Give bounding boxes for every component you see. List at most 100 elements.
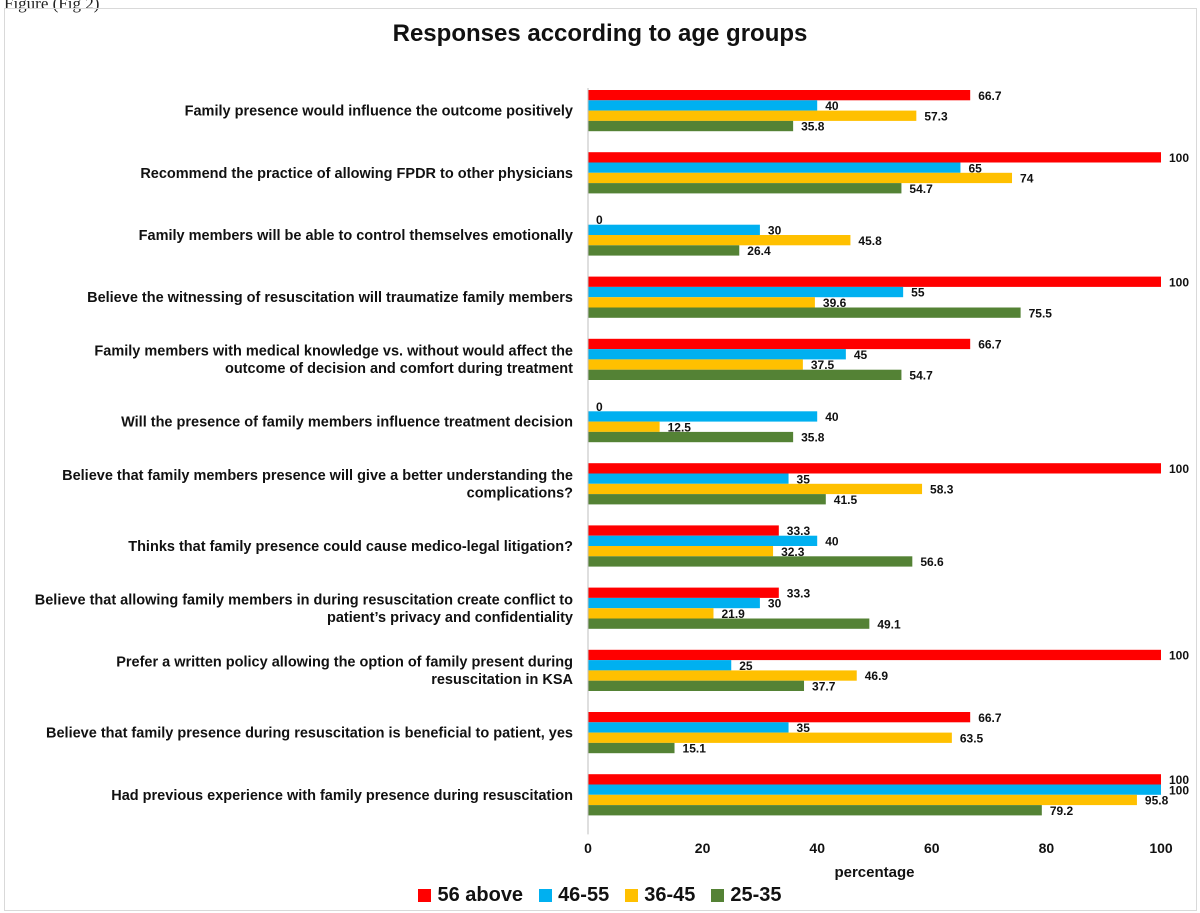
data-label: 100 xyxy=(1169,151,1189,165)
category-label: Believe the witnessing of resuscitation … xyxy=(87,290,573,306)
data-label: 66.7 xyxy=(978,338,1002,352)
category-label: Believe that family presence during resu… xyxy=(46,726,573,742)
bar-36-45 xyxy=(588,235,851,246)
legend-swatch xyxy=(418,889,432,902)
data-label: 66.7 xyxy=(978,89,1002,103)
bar-46-55 xyxy=(588,784,1161,795)
bar-56-above xyxy=(588,774,1161,785)
bar-56-above xyxy=(588,712,971,723)
bar-36-45 xyxy=(588,794,1137,806)
bar-36-45 xyxy=(588,732,952,743)
bar-56-above xyxy=(588,587,779,598)
legend-item: 25-35 xyxy=(711,884,782,907)
data-label: 30 xyxy=(768,224,782,238)
category-label: Recommend the practice of allowing FPDR … xyxy=(140,166,573,182)
category-label: Family members will be able to control t… xyxy=(139,228,573,244)
data-label: 45.8 xyxy=(858,234,882,248)
data-label: 56.6 xyxy=(920,555,944,569)
bar-25-35 xyxy=(588,120,794,132)
category-label: Family members with medical knowledge vs… xyxy=(94,344,573,378)
data-label: 40 xyxy=(825,410,839,424)
data-label: 95.8 xyxy=(1145,794,1169,808)
bar-25-35 xyxy=(588,556,913,567)
legend: 56 above 46-55 36-45 25-35 xyxy=(0,884,1200,907)
data-label: 100 xyxy=(1169,773,1189,787)
chart-title: Responses according to age groups xyxy=(392,20,808,47)
x-tick-label: 0 xyxy=(584,840,592,856)
data-label: 55 xyxy=(911,286,925,300)
bar-56-above xyxy=(588,338,971,350)
data-label: 35 xyxy=(797,721,811,735)
category-label: Believe that allowing family members in … xyxy=(35,592,573,626)
x-tick-label: 80 xyxy=(1039,840,1055,856)
data-label: 12.5 xyxy=(668,420,692,434)
x-axis-title: percentage xyxy=(834,864,914,881)
legend-swatch xyxy=(539,889,553,902)
bar-36-45 xyxy=(588,483,923,495)
data-label: 0 xyxy=(596,400,603,414)
bar-25-35 xyxy=(588,183,902,194)
bar-46-55 xyxy=(588,597,760,609)
bar-46-55 xyxy=(588,660,732,671)
data-label: 33.3 xyxy=(787,586,811,600)
bar-36-45 xyxy=(588,359,803,370)
page-caption: Figure (Fig 2) xyxy=(4,0,100,13)
data-label: 39.6 xyxy=(823,296,847,310)
legend-item: 36-45 xyxy=(625,884,695,907)
category-label: Had previous experience with family pres… xyxy=(111,788,573,804)
legend-label: 46-55 xyxy=(558,884,610,906)
data-label: 35.8 xyxy=(801,120,825,134)
legend-item: 56 above xyxy=(418,884,523,907)
bar-46-55 xyxy=(588,473,789,484)
legend-label: 36-45 xyxy=(644,884,696,906)
data-label: 63.5 xyxy=(960,731,984,745)
legend-label: 56 above xyxy=(437,884,524,906)
data-label: 0 xyxy=(596,213,603,227)
data-label: 65 xyxy=(968,161,982,175)
bar-25-35 xyxy=(588,805,1042,816)
bar-46-55 xyxy=(588,349,846,360)
bar-56-above xyxy=(588,152,1161,163)
bar-46-55 xyxy=(588,411,818,422)
data-label: 100 xyxy=(1169,649,1189,663)
x-tick-label: 20 xyxy=(695,840,711,856)
bar-25-35 xyxy=(588,245,740,256)
data-label: 21.9 xyxy=(721,607,745,621)
bar-56-above xyxy=(588,463,1161,474)
bar-46-55 xyxy=(588,535,818,546)
category-label: Thinks that family presence could cause … xyxy=(128,539,573,555)
data-label: 37.5 xyxy=(811,358,835,372)
bar-46-55 xyxy=(588,100,818,111)
data-label: 32.3 xyxy=(781,545,805,559)
category-label: Family presence would influence the outc… xyxy=(185,104,573,120)
data-label: 54.7 xyxy=(909,182,933,196)
bar-25-35 xyxy=(588,494,826,505)
category-label: Believe that family members presence wil… xyxy=(62,468,573,502)
data-label: 26.4 xyxy=(747,244,771,258)
bar-36-45 xyxy=(588,421,660,432)
data-label: 66.7 xyxy=(978,711,1002,725)
data-label: 40 xyxy=(825,99,839,113)
chart-border xyxy=(4,8,1197,911)
bar-46-55 xyxy=(588,224,760,235)
data-label: 74 xyxy=(1020,172,1034,186)
bar-36-45 xyxy=(588,297,815,308)
legend-swatch xyxy=(625,889,639,902)
data-label: 100 xyxy=(1169,275,1189,289)
legend-label: 25-35 xyxy=(730,884,782,906)
bar-46-55 xyxy=(588,286,904,298)
bar-36-45 xyxy=(588,670,857,681)
data-label: 75.5 xyxy=(1029,306,1053,320)
data-label: 40 xyxy=(825,535,839,549)
bar-25-35 xyxy=(588,307,1021,318)
x-tick-label: 100 xyxy=(1149,840,1173,856)
bar-25-35 xyxy=(588,618,870,629)
bar-25-35 xyxy=(588,680,805,691)
bar-36-45 xyxy=(588,608,714,619)
data-label: 30 xyxy=(768,597,782,611)
data-label: 37.7 xyxy=(812,680,836,694)
bar-36-45 xyxy=(588,172,1013,184)
data-label: 54.7 xyxy=(909,369,933,383)
